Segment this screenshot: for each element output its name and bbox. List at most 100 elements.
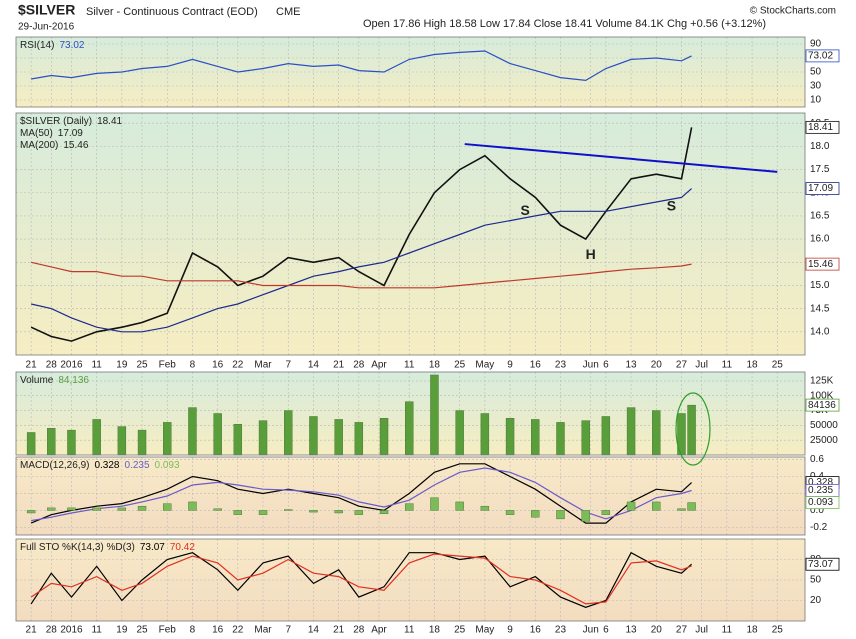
legend-name: MA(200): [20, 140, 58, 151]
legend-value: 15.46: [63, 140, 88, 151]
x-tick-label: 27: [676, 360, 688, 371]
x-tick-label: 14: [308, 625, 320, 636]
value-box: [805, 120, 840, 134]
legend: MACD(12,26,9) 0.328 0.235 0.093: [20, 460, 180, 471]
bar: [687, 502, 696, 511]
bar: [455, 410, 464, 456]
y-tick-label: 20: [810, 595, 822, 606]
bar: [626, 407, 636, 456]
x-tick-label: 16: [530, 625, 542, 636]
x-tick-label: 19: [116, 625, 128, 636]
legend-value: 0.328: [94, 460, 119, 471]
bar: [405, 503, 414, 511]
panel-frame: [15, 112, 806, 356]
y-tick-label: 100K: [810, 390, 834, 401]
y-tick-label: 0.0: [810, 505, 824, 516]
bar: [213, 508, 222, 511]
legend-value: 0.235: [125, 460, 150, 471]
series-line: [31, 467, 692, 522]
bar: [117, 507, 127, 511]
x-tick-label: 2016: [60, 360, 83, 371]
legend-entry: MA(50) 17.09: [20, 128, 83, 139]
value-box-label: 17.09: [808, 183, 833, 194]
annotation: S: [521, 202, 530, 218]
panel-frame: [15, 456, 806, 536]
exchange: CME: [276, 6, 300, 18]
panel-background: [16, 113, 805, 355]
x-tick-label: Mar: [254, 625, 272, 636]
legend-value: 84,136: [58, 375, 89, 386]
x-tick-label: 25: [136, 360, 148, 371]
x-tick-label: 9: [507, 625, 513, 636]
bar: [284, 509, 293, 511]
x-tick-label: 25: [454, 625, 466, 636]
symbol: $SILVER: [18, 2, 75, 18]
legend-entry: MA(200) 15.46: [20, 140, 89, 151]
x-tick-label: Feb: [159, 360, 177, 371]
bar: [137, 429, 147, 456]
bar: [334, 419, 343, 456]
x-tick-label: 2016: [60, 625, 83, 636]
panels: 907050301073.02RSI(14)73.022128201611192…: [15, 36, 840, 636]
x-tick-label: 21: [333, 625, 345, 636]
x-tick-label: 25: [772, 625, 784, 636]
x-tick-label: 11: [91, 360, 102, 371]
bar: [430, 497, 439, 511]
volume-highlight: [675, 392, 711, 466]
legend: RSI(14) 73.02: [20, 40, 85, 51]
bar: [556, 422, 565, 456]
x-tick-label: 18: [429, 360, 441, 371]
x-tick-label: Jul: [695, 625, 708, 636]
x-tick-label: 28: [46, 625, 58, 636]
y-tick-label: 14.0: [810, 326, 830, 337]
bar: [531, 419, 540, 456]
y-tick-label: 50: [810, 575, 822, 586]
y-tick-label: 50: [810, 67, 822, 78]
bar: [26, 510, 36, 514]
series-line: [30, 188, 692, 333]
x-tick-label: Feb: [159, 625, 177, 636]
x-tick-label: 23: [555, 625, 567, 636]
bar: [92, 507, 101, 511]
x-tick-label: 28: [353, 625, 365, 636]
bar: [677, 508, 686, 511]
description: Silver - Continuous Contract (EOD): [86, 6, 258, 18]
y-tick-label: 25000: [810, 435, 838, 446]
y-tick-label: 125K: [810, 376, 834, 387]
bar: [480, 413, 490, 456]
y-tick-label: 50000: [810, 420, 838, 431]
x-tick-label: 16: [212, 625, 224, 636]
x-tick-label: 21: [333, 360, 345, 371]
bar: [601, 416, 611, 456]
legend-label: Full STO %K(14,3) %D(3): [20, 542, 135, 553]
bar: [284, 410, 293, 456]
bar: [601, 510, 611, 515]
value-box: [805, 557, 840, 571]
value-box: [805, 257, 840, 271]
value-box-label: 0.093: [808, 497, 833, 508]
y-tick-label: 14.5: [810, 303, 830, 314]
bar: [334, 510, 343, 514]
series-line: [30, 551, 692, 608]
x-tick-label: 25: [772, 360, 784, 371]
bar: [309, 416, 318, 456]
bar: [117, 426, 127, 456]
bar: [92, 419, 101, 456]
x-tick-label: 16: [212, 360, 224, 371]
bar: [67, 507, 76, 511]
x-tick-label: 8: [190, 360, 196, 371]
x-tick-label: 25: [454, 360, 466, 371]
value-box-label: 15.46: [808, 259, 833, 270]
x-tick-label: May: [475, 360, 494, 371]
bar: [258, 510, 268, 515]
series-line: [30, 127, 693, 342]
x-tick-label: May: [475, 625, 494, 636]
x-tick-label: Jun: [583, 625, 599, 636]
value-box: [805, 398, 840, 412]
legend-label: Volume: [20, 375, 54, 386]
bar: [309, 510, 318, 513]
y-tick-label: 18.0: [810, 141, 830, 152]
panel-frame: [15, 371, 806, 456]
x-tick-label: 7: [285, 625, 291, 636]
bar: [47, 428, 56, 456]
